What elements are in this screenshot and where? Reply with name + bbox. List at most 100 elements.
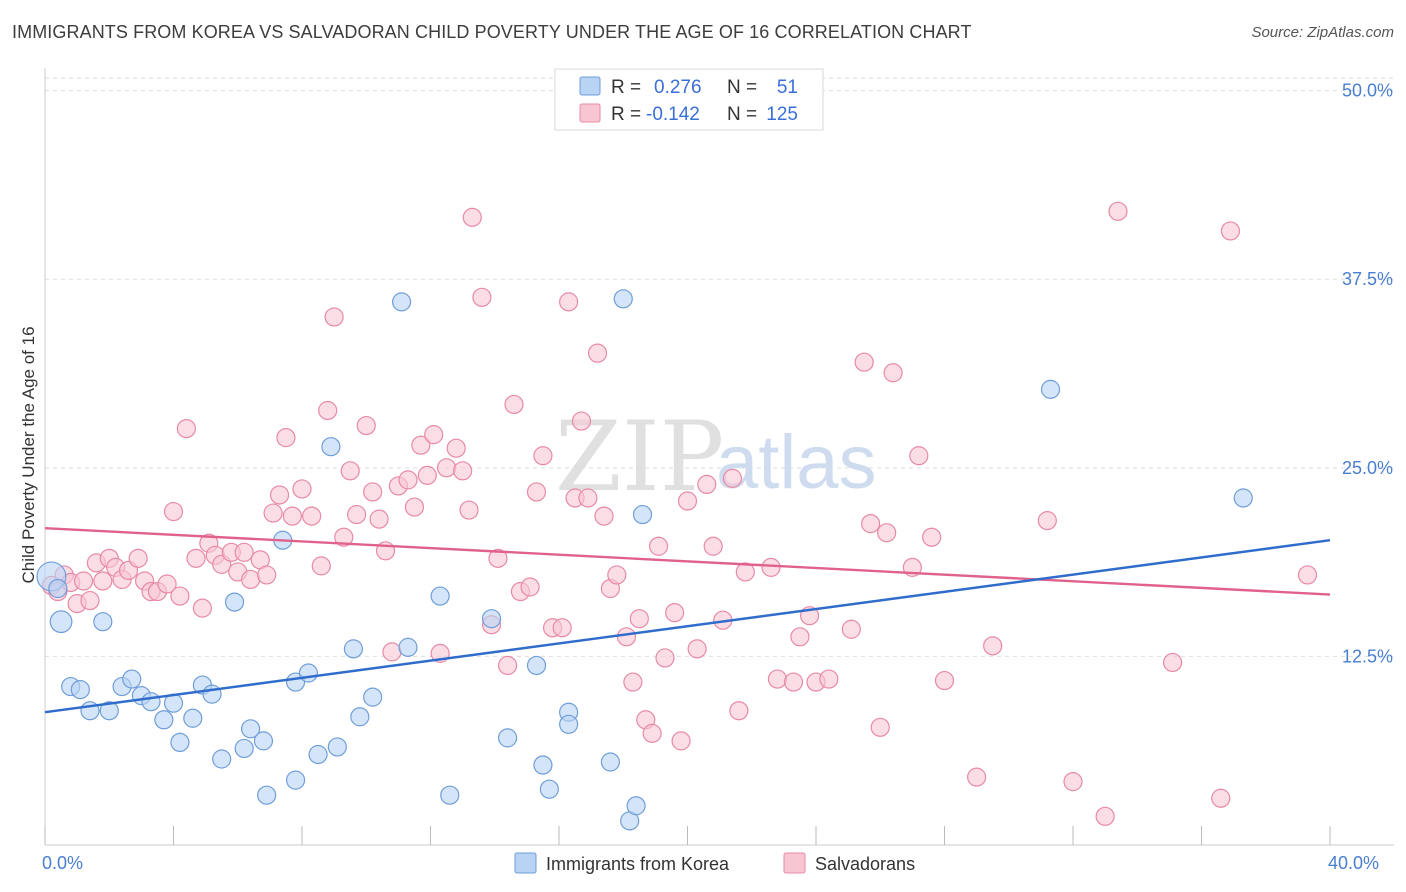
y-tick-label: 37.5% [1342,269,1393,289]
salvadorans-point [257,565,277,585]
salvadorans-point [263,503,283,523]
salvadorans-point [347,504,367,525]
salvadorans-point [861,514,881,534]
correlation-legend: R = 0.276 N = 51 R = -0.142 N = 125 [554,68,824,131]
salvadorans-point [671,731,691,751]
watermark-atlas: atlas [716,420,877,505]
salvadorans-point [436,458,457,478]
salvadorans-point [697,474,717,495]
korea-point [350,707,370,727]
salvadorans-point [761,557,781,577]
salvadorans-point [170,586,190,606]
korea-point [1233,488,1253,508]
salvadorans-point [1037,511,1057,531]
salvadorans-point [767,669,788,689]
y-tick-label: 25.0% [1342,458,1393,478]
legend-n-value-korea: 51 [777,77,798,98]
salvadorans-point [186,548,206,568]
korea-point [613,289,633,309]
salvadorans-point [241,569,261,590]
x-tick-label-max: 40.0% [1328,853,1379,873]
salvadorans-point [578,488,598,508]
salvadorans-point [783,672,804,692]
salvadorans-point [883,363,903,383]
salvadorans-point [356,415,376,436]
salvadorans-point [983,636,1003,656]
y-axis-label: Child Poverty Under the Age of 16 [19,326,38,583]
salvadorans-point [642,723,662,743]
salvadorans-point [163,501,184,522]
salvadorans-point [424,425,444,445]
salvadorans-point [292,479,312,499]
korea-point [308,744,328,765]
salvadorans-point [909,446,929,466]
salvadorans-point [411,435,431,455]
korea-trend-line [44,539,1331,714]
salvadorans-point [687,639,707,659]
korea-point [632,504,653,525]
legend-r-value-korea: 0.276 [654,77,702,98]
salvadorans-point [665,603,685,623]
korea-point [212,749,232,769]
legend-swatch-salvadorans [579,103,601,123]
korea-point [559,714,579,734]
korea-point [93,612,113,632]
salvadorans-point [648,536,669,556]
salvadorans-point [967,767,987,787]
legend-n-label-salvadorans: N = [727,104,757,125]
salvadorans-point [318,400,338,421]
salvadorans-point [655,648,675,668]
salvadorans-point [587,343,608,363]
bottom-legend-swatch-korea [514,852,537,874]
korea-point [327,737,347,757]
korea-point [170,732,190,753]
salvadorans-point [559,292,579,312]
x-axis-ticks [44,826,1331,845]
axes [44,68,1394,846]
salvadorans-point [192,598,213,618]
korea-point [234,738,254,759]
salvadorans-point [234,542,254,562]
korea-point [533,755,553,775]
korea-point [154,710,174,730]
legend-r-value-salvadorans: -0.142 [646,104,700,125]
y-tick-label: 50.0% [1342,81,1393,101]
korea-point [48,578,68,599]
salvadorans-point [877,523,897,543]
salvadorans-point [552,618,572,638]
legend-r-label-korea: R = [611,77,641,98]
salvadorans-point [922,527,942,547]
salvadorans-point [334,527,354,547]
y-axis-tick-labels: 12.5% 25.0% 37.5% 50.0% [1342,81,1393,667]
salvadorans-point [176,418,196,439]
korea-point [391,292,412,312]
korea-points [36,289,1253,831]
salvadorans-point [282,506,302,526]
salvadorans-point [841,619,861,639]
x-tick-label-min: 0.0% [42,853,83,873]
salvadorans-point [735,562,755,582]
korea-point [257,785,277,805]
salvadorans-point [276,428,296,448]
salvadorans-point [446,438,466,458]
salvadorans-point [459,500,479,520]
salvadorans-point [1108,201,1128,221]
korea-point [398,637,418,657]
korea-point [430,586,450,606]
korea-point [70,679,90,700]
legend-swatch-korea [579,76,601,96]
salvadorans-point [462,207,482,227]
salvadorans-point [571,411,592,431]
salvadorans-point [870,717,890,737]
salvadorans-point [729,701,749,721]
salvadorans-point [1063,772,1083,792]
legend-r-label-salvadorans: R = [611,104,641,125]
korea-point [253,731,274,751]
salvadorans-point [73,571,94,591]
korea-point [224,592,245,612]
salvadorans-point [1211,788,1231,808]
salvadorans-point [324,307,344,327]
salvadorans-point [311,556,331,576]
salvadorans-point [472,287,492,307]
salvadorans-point [1095,806,1115,826]
